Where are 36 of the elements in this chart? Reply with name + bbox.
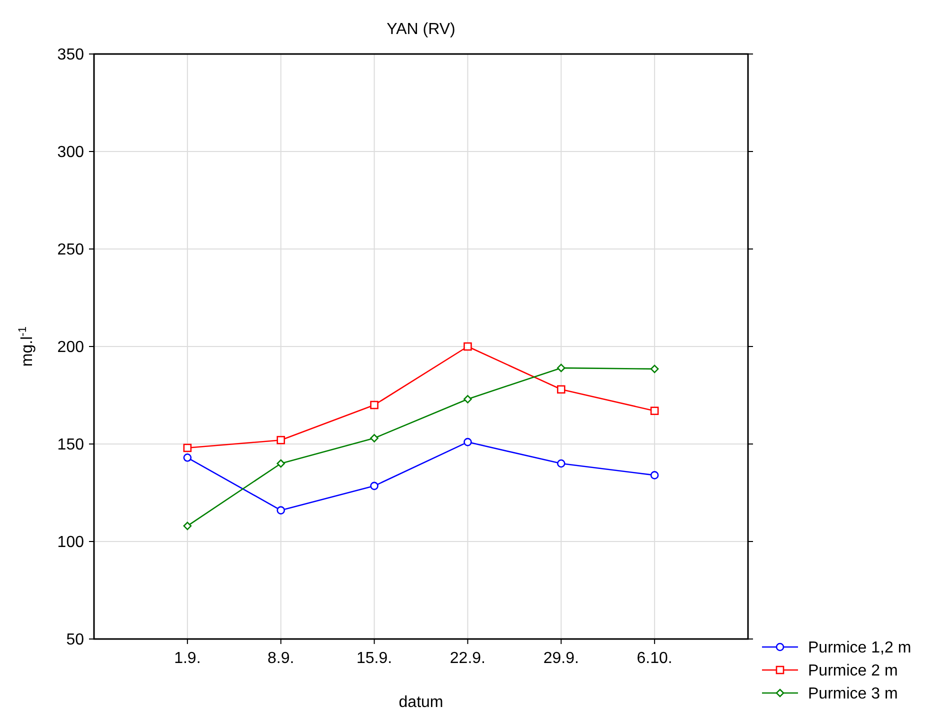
point: [276, 459, 286, 468]
point: [556, 459, 566, 468]
point: [276, 506, 286, 514]
point: [464, 438, 472, 446]
y-tick-label: 150: [57, 436, 84, 454]
point: [183, 522, 192, 530]
y-tick-label: 100: [57, 534, 84, 552]
point: [370, 482, 378, 490]
point: [650, 406, 659, 415]
point: [650, 471, 659, 480]
legend-label: Purmice 2 m: [808, 662, 898, 680]
legend-label: Purmice 3 m: [808, 686, 898, 703]
legend-label: Purmice 1,2 m: [808, 640, 912, 657]
point: [183, 444, 192, 452]
x-tick-label: 29.9.: [543, 650, 579, 667]
x-tick-label: 22.9.: [450, 650, 486, 667]
point: [556, 385, 566, 394]
y-tick-label: 300: [57, 144, 84, 162]
point: [370, 434, 378, 442]
chart-title: YAN (RV): [386, 21, 456, 38]
y-tick-label: 50: [66, 632, 84, 649]
x-tick-label: 6.10.: [636, 650, 672, 667]
x-axis-title: datum: [398, 694, 444, 711]
y-tick-label: 250: [57, 242, 84, 259]
point: [276, 436, 286, 444]
point: [556, 364, 566, 372]
point: [650, 364, 659, 374]
point: [464, 342, 472, 351]
x-tick-label: 1.9.: [174, 650, 201, 667]
point: [370, 400, 378, 410]
x-tick-label: 8.9.: [268, 650, 294, 667]
point: [183, 454, 192, 462]
x-tick-label: 15.9.: [356, 650, 392, 667]
y-tick-label: 200: [57, 339, 84, 356]
y-tick-label: 350: [57, 46, 84, 64]
point: [464, 395, 472, 404]
